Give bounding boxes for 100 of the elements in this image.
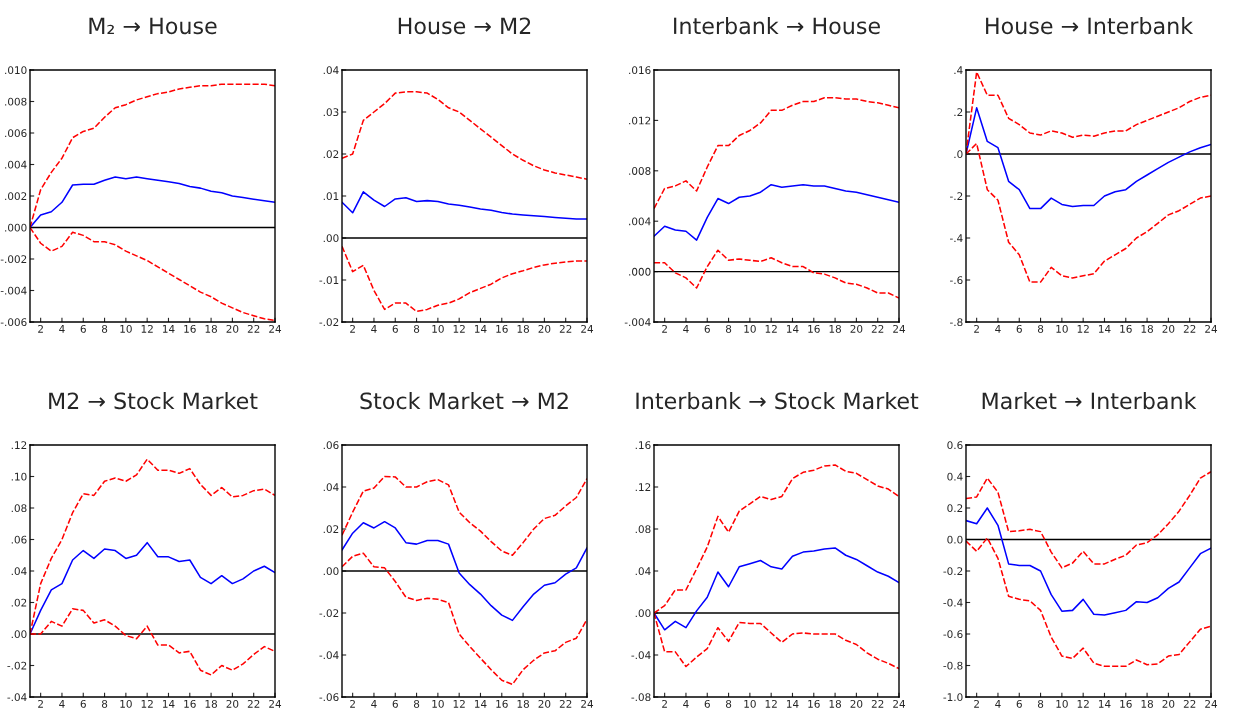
x-tick-label: 4 <box>371 700 377 708</box>
x-tick-label: 18 <box>205 699 217 708</box>
x-tick-label: 12 <box>765 324 777 333</box>
x-tick-label: 14 <box>162 325 175 333</box>
x-tick-label: 2 <box>974 699 979 708</box>
x-tick-label: 24 <box>1205 324 1218 333</box>
x-tick-label: 10 <box>744 324 756 333</box>
chart-title: House → M2 <box>398 17 531 35</box>
x-tick-label: 4 <box>59 325 65 333</box>
x-tick-label: 10 <box>1056 699 1068 708</box>
y-tick-label: .04 <box>11 567 27 576</box>
y-tick-label: -.2 <box>950 192 963 200</box>
y-tick-label: .02 <box>323 150 339 159</box>
x-tick-label: 22 <box>1183 324 1196 333</box>
x-tick-label: 22 <box>247 324 260 333</box>
x-tick-label: 10 <box>432 699 444 708</box>
line-series <box>30 541 275 635</box>
y-tick-label: .16 <box>635 441 651 450</box>
y-tick-label: 0.6 <box>947 441 963 450</box>
x-tick-label: 12 <box>453 324 465 333</box>
x-tick-label: 2 <box>38 699 43 708</box>
chart-title: M2 → Stock Market <box>49 392 258 410</box>
x-tick-label: 4 <box>683 700 689 708</box>
y-tick-label: .0 <box>954 150 963 159</box>
line-series <box>342 520 587 622</box>
y-tick-label: .00 <box>323 567 339 576</box>
line-series <box>966 107 1211 210</box>
y-tick-label: .04 <box>635 567 651 576</box>
y-tick-label: .02 <box>11 598 27 607</box>
x-tick-label: 2 <box>38 324 43 333</box>
x-tick-label: 6 <box>1016 324 1022 333</box>
y-tick-label: .08 <box>635 525 651 534</box>
x-tick-label: 18 <box>829 324 841 333</box>
y-tick-label: .06 <box>11 535 27 544</box>
chart-title: House → Interbank <box>986 17 1194 35</box>
x-tick-label: 4 <box>995 325 1001 333</box>
line-series <box>654 96 899 210</box>
y-tick-label: -.04 <box>631 651 651 660</box>
x-tick-label: 24 <box>893 699 906 708</box>
y-tick-label: -0.6 <box>943 630 963 639</box>
line-series <box>966 537 1211 668</box>
x-tick-label: 10 <box>120 699 132 708</box>
line-series <box>342 191 587 220</box>
x-tick-label: 18 <box>517 324 529 333</box>
line-series <box>342 552 587 686</box>
y-tick-label: -.01 <box>319 276 339 285</box>
x-tick-label: 8 <box>101 324 108 333</box>
x-tick-label: 24 <box>893 324 906 333</box>
x-tick-label: 16 <box>496 324 508 333</box>
y-tick-label: 0.0 <box>947 535 963 544</box>
y-tick-label: -1.0 <box>943 693 963 702</box>
x-tick-label: 8 <box>1037 699 1044 708</box>
x-tick-label: 18 <box>1141 324 1153 333</box>
y-tick-label: .2 <box>954 108 963 116</box>
x-tick-label: 12 <box>141 699 153 708</box>
line-series <box>966 471 1211 569</box>
y-tick-label: .04 <box>323 66 339 75</box>
x-tick-label: 6 <box>80 324 86 333</box>
x-tick-label: 14 <box>474 325 487 333</box>
x-tick-label: 12 <box>453 699 465 708</box>
x-tick-label: 2 <box>662 699 667 708</box>
x-tick-label: 14 <box>1098 700 1111 708</box>
line-series <box>342 91 587 180</box>
y-tick-label: -0.8 <box>943 661 963 670</box>
y-tick-label: -.06 <box>319 693 339 702</box>
line-series <box>30 176 275 229</box>
x-tick-label: 8 <box>1037 324 1044 333</box>
x-tick-label: 24 <box>581 324 594 333</box>
x-tick-label: 24 <box>269 324 282 333</box>
y-tick-label: .02 <box>323 525 339 534</box>
y-tick-label: -.04 <box>319 651 339 660</box>
x-tick-label: 8 <box>725 699 732 708</box>
x-tick-label: 14 <box>162 700 175 708</box>
y-tick-label: .04 <box>323 483 339 492</box>
x-tick-label: 20 <box>1162 699 1175 708</box>
x-tick-label: 16 <box>496 699 508 708</box>
y-tick-label: .008 <box>5 97 27 106</box>
x-tick-label: 20 <box>538 324 551 333</box>
y-tick-label: -0.4 <box>943 598 963 607</box>
y-tick-label: .010 <box>5 66 27 75</box>
x-tick-label: 20 <box>850 699 863 708</box>
x-tick-label: 18 <box>517 699 529 708</box>
line-series <box>654 249 899 299</box>
x-tick-label: 18 <box>205 324 217 333</box>
chart-title: M₂ → House <box>89 17 217 35</box>
x-tick-label: 2 <box>350 699 355 708</box>
x-tick-label: 14 <box>1098 325 1111 333</box>
y-tick-label: .00 <box>635 609 651 618</box>
x-tick-label: 6 <box>704 324 710 333</box>
x-tick-label: 4 <box>995 700 1001 708</box>
x-tick-label: 8 <box>101 699 108 708</box>
line-series <box>342 245 587 313</box>
x-tick-label: 12 <box>1077 324 1089 333</box>
chart-title: Interbank → Stock Market <box>636 392 919 410</box>
y-tick-label: .012 <box>629 116 651 125</box>
x-tick-label: 4 <box>371 325 377 333</box>
y-tick-label: -.006 <box>0 318 27 327</box>
y-tick-label: .01 <box>323 192 339 201</box>
y-tick-label: -.004 <box>0 286 27 295</box>
x-tick-label: 4 <box>59 700 65 708</box>
